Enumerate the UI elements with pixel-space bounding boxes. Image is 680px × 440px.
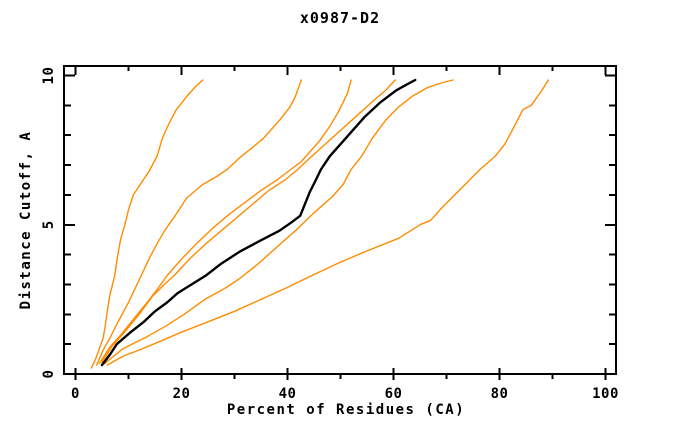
x-tick-label: 80 [491,386,509,402]
y-tick-label: 5 [41,220,57,229]
series-orange-curve-1 [90,79,204,369]
y-axis-title: Distance Cutoff, A [18,131,34,310]
series-orange-curve-4 [101,79,396,363]
x-axis-title: Percent of Residues (CA) [227,402,465,418]
chart-title: x0987-D2 [300,9,380,27]
series-orange-curve-2 [95,79,302,366]
x-tick-label: 0 [71,386,80,402]
plot-area: 0 20 40 60 80 100 0 5 10 [41,65,619,402]
series-black-curve-target-model [100,78,417,367]
y-tick-label: 0 [41,370,57,379]
x-tick-label: 20 [173,386,191,402]
x-tick-label: 40 [279,386,297,402]
series-orange-curve-3 [98,79,352,365]
x-tick-label: 100 [592,386,619,402]
plot-border [63,65,617,375]
series-orange-curve-6 [106,79,549,366]
y-tick-label: 10 [41,67,57,85]
series-orange-curve-5 [103,79,454,365]
x-tick-label: 60 [385,386,403,402]
